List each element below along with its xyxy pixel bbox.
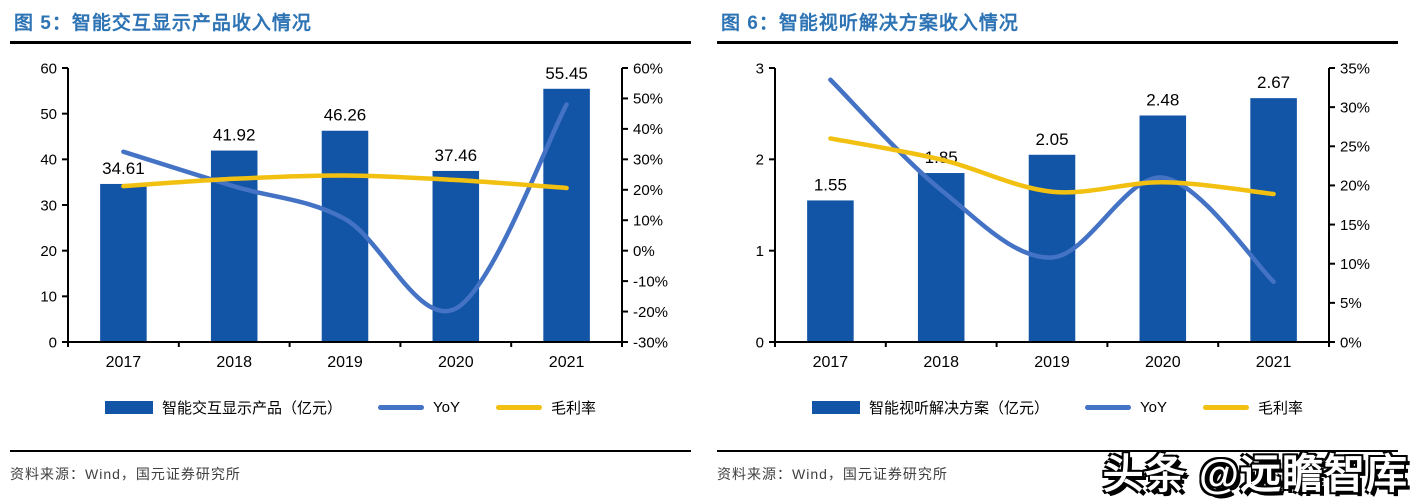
legend-item-margin-line: 毛利率 — [495, 397, 596, 418]
legend-item-revenue-bar: 智能交互显示产品（亿元） — [104, 397, 342, 418]
legend-label: YoY — [1140, 398, 1167, 416]
svg-text:2021: 2021 — [549, 354, 585, 371]
svg-text:-10%: -10% — [633, 273, 668, 290]
figure-6-title-underline — [717, 41, 1398, 44]
svg-text:46.26: 46.26 — [324, 106, 367, 125]
figure-5-footer: 资料来源：Wind，国元证券研究所 — [10, 450, 691, 502]
figure-5-title-underline — [10, 41, 691, 44]
bar-swatch-icon — [104, 400, 153, 414]
svg-text:20%: 20% — [633, 182, 663, 199]
svg-text:20: 20 — [40, 243, 57, 260]
legend-item-revenue-bar: 智能视听解决方案（亿元） — [811, 397, 1049, 418]
svg-text:40%: 40% — [633, 121, 663, 138]
svg-text:2.48: 2.48 — [1146, 90, 1179, 109]
line-swatch-icon — [1202, 404, 1249, 410]
svg-text:2018: 2018 — [216, 354, 252, 371]
line-swatch-icon — [1085, 404, 1131, 410]
svg-text:60: 60 — [40, 60, 57, 77]
svg-text:2: 2 — [756, 152, 764, 169]
svg-text:20%: 20% — [1340, 178, 1370, 195]
svg-text:37.46: 37.46 — [435, 146, 478, 165]
svg-text:40: 40 — [40, 152, 57, 169]
footer-rule — [717, 450, 1398, 452]
svg-text:30: 30 — [40, 197, 57, 214]
line-swatch-icon — [378, 404, 424, 410]
svg-text:2017: 2017 — [106, 354, 142, 371]
svg-text:55.45: 55.45 — [545, 64, 588, 83]
figure-5-legend: 智能交互显示产品（亿元） YoY 毛利率 — [10, 390, 691, 424]
svg-text:10%: 10% — [633, 212, 663, 229]
figure-5-combo-chart: 34.61 41.92 46.26 37.46 55.45 0 10 20 30 40 50 60 -3… — [10, 48, 691, 388]
legend-label: 毛利率 — [550, 399, 596, 417]
svg-text:2019: 2019 — [1034, 354, 1070, 371]
source-note: 资料来源：Wind，国元证券研究所 — [10, 466, 241, 482]
legend-label: 智能视听解决方案（亿元） — [868, 399, 1049, 417]
figure-5-title: 图 5：智能交互显示产品收入情况 — [14, 13, 312, 34]
legend-item-yoy-line: YoY — [378, 399, 460, 416]
svg-text:2019: 2019 — [327, 354, 363, 371]
svg-text:-20%: -20% — [633, 304, 668, 321]
svg-text:2.05: 2.05 — [1035, 130, 1068, 149]
svg-text:0%: 0% — [633, 243, 655, 260]
svg-text:5%: 5% — [1340, 295, 1362, 312]
svg-text:10: 10 — [40, 289, 57, 306]
figure-6-combo-chart: 1.55 1.85 2.05 2.48 2.67 0 1 2 3 0% 5% 10% 15% 20% 25%… — [717, 48, 1398, 388]
figure-6-footer: 资料来源：Wind，国元证券研究所 — [717, 450, 1398, 502]
svg-text:2020: 2020 — [1145, 354, 1181, 371]
bar-swatch-icon — [811, 400, 860, 414]
figure-6-title: 图 6：智能视听解决方案收入情况 — [721, 13, 1019, 34]
svg-text:2.67: 2.67 — [1257, 73, 1290, 92]
footer-rule — [10, 450, 691, 452]
svg-text:2021: 2021 — [1256, 354, 1292, 371]
svg-text:50%: 50% — [633, 91, 663, 108]
panel-figure-5: 图 5：智能交互显示产品收入情况 34.61 41.92 46.26 37.46 55.… — [10, 13, 691, 502]
svg-text:15%: 15% — [1340, 217, 1370, 234]
legend-item-yoy-line: YoY — [1085, 399, 1167, 416]
svg-text:50: 50 — [40, 106, 57, 123]
svg-text:2017: 2017 — [813, 354, 849, 371]
legend-label: 毛利率 — [1257, 399, 1303, 417]
watermark: 头条 @远瞻智库 — [1102, 451, 1408, 497]
line-swatch-icon — [495, 404, 542, 410]
svg-text:0: 0 — [49, 334, 57, 351]
svg-text:34.61: 34.61 — [102, 159, 145, 178]
svg-text:-30%: -30% — [633, 334, 668, 351]
panel-figure-6: 图 6：智能视听解决方案收入情况 1.55 1.85 2.05 2.48 2.67 0 1 2… — [707, 0, 1414, 502]
svg-text:0%: 0% — [1340, 334, 1362, 351]
legend-label: 智能交互显示产品（亿元） — [161, 399, 342, 417]
svg-text:41.92: 41.92 — [213, 126, 256, 145]
svg-text:2020: 2020 — [438, 354, 474, 371]
svg-text:1.55: 1.55 — [814, 175, 847, 194]
legend-item-margin-line: 毛利率 — [1202, 397, 1303, 418]
figure-6-legend: 智能视听解决方案（亿元） YoY 毛利率 — [717, 390, 1398, 424]
svg-text:2018: 2018 — [923, 354, 959, 371]
svg-text:30%: 30% — [1340, 99, 1370, 116]
svg-text:3: 3 — [756, 60, 764, 77]
svg-text:0: 0 — [756, 334, 764, 351]
svg-text:35%: 35% — [1340, 60, 1370, 77]
svg-text:30%: 30% — [633, 152, 663, 169]
svg-text:25%: 25% — [1340, 139, 1370, 156]
svg-text:10%: 10% — [1340, 256, 1370, 273]
svg-text:1: 1 — [756, 243, 764, 260]
source-note: 资料来源：Wind，国元证券研究所 — [717, 466, 948, 482]
legend-label: YoY — [433, 398, 460, 416]
svg-text:60%: 60% — [633, 60, 663, 77]
